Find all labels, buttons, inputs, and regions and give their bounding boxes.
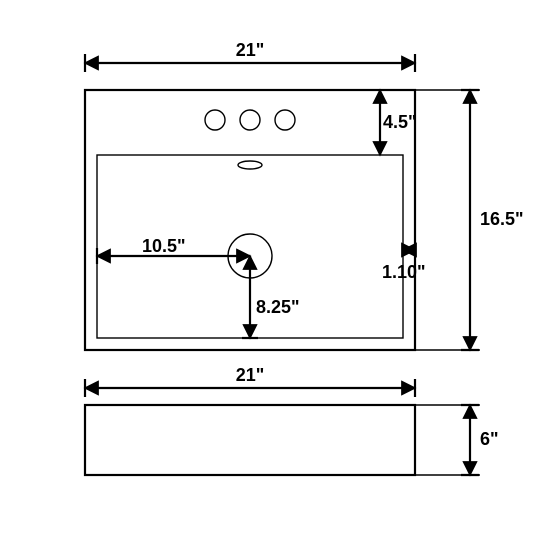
side-rect [85, 405, 415, 475]
label-drain-left: 10.5" [142, 236, 186, 256]
dimension-label: 6" [480, 429, 499, 449]
dimension-label: 21" [236, 365, 265, 385]
overflow-slot [238, 161, 262, 169]
faucet-hole-0 [205, 110, 225, 130]
faucet-hole-2 [275, 110, 295, 130]
label-drain-front: 8.25" [256, 297, 300, 317]
dimension-label: 21" [236, 40, 265, 60]
label-inner-right: 1.10" [382, 262, 426, 282]
dimension-label: 16.5" [480, 209, 524, 229]
label-deck-depth: 4.5" [383, 112, 417, 132]
faucet-hole-1 [240, 110, 260, 130]
